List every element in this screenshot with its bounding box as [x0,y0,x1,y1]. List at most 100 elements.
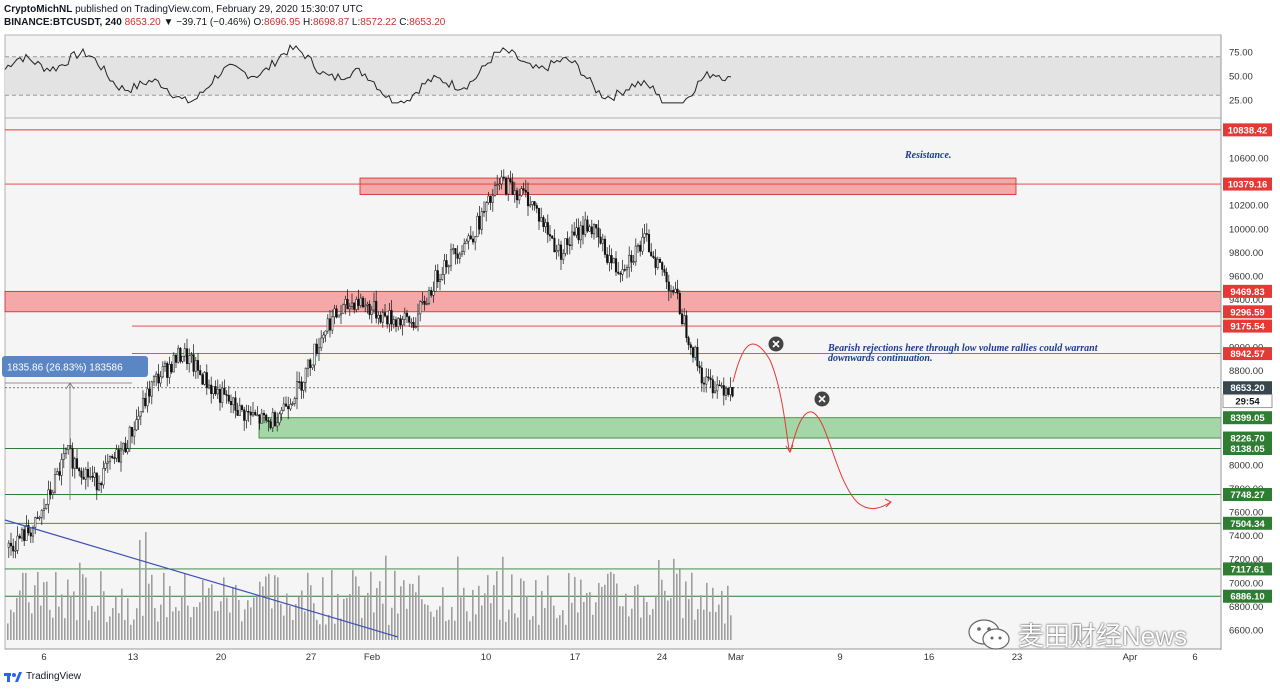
volume-bar [661,579,663,640]
volume-bar [682,618,684,640]
candle-body [687,337,690,345]
candle-body [570,231,574,246]
candle-body [152,376,156,383]
candle-body [672,290,675,293]
price-label-bg [1223,284,1272,298]
price-tick-label: 9400.00 [1229,295,1263,306]
candle-body [639,244,642,252]
candle-body [575,227,578,236]
candle-body [586,219,589,232]
price-label-bg [1223,431,1272,445]
candle-body [526,191,530,207]
candle-body [47,489,50,505]
price-tick-label: 7600.00 [1229,508,1263,519]
candle-body [500,176,503,185]
candle-body [625,267,629,271]
candle-body [25,525,28,541]
candle-body [317,347,321,354]
candle-body [386,315,389,325]
volume-bar [595,602,597,640]
price-tick-label: 10600.00 [1229,154,1269,165]
candle-body [58,471,61,476]
trend-line [4,519,399,638]
volume-bar [250,607,252,640]
candle-body [243,409,246,421]
candle-body [603,238,607,255]
volume-bar [718,604,720,640]
candle-body [465,240,468,245]
candle-body [511,181,514,195]
candle-body [425,303,428,305]
volume-bar [610,571,612,640]
time-tick-label: 17 [570,652,581,663]
volume-bar [358,586,360,640]
candle-body [177,347,180,363]
candle-body [540,217,543,222]
volume-bar [529,619,531,640]
volume-bar [430,611,432,640]
candle-body [42,508,46,511]
volume-bar [502,556,504,640]
measure-arrow-icon [65,382,75,390]
candle-body [392,319,395,325]
volume-bar [127,598,129,640]
volume-bar [613,573,615,640]
price-label-bg [1223,177,1272,191]
volume-bar [457,556,459,640]
price-tick-label: 6800.00 [1229,602,1263,613]
candle-body [588,226,591,232]
time-tick-label: 20 [216,652,227,663]
candle-body [562,253,565,260]
candle-body [606,254,609,263]
volume-bar [511,574,513,640]
price-label-bg [1223,589,1272,603]
volume-bar [391,607,393,640]
candle-body [113,457,116,459]
rsi-tick-label: 75.00 [1229,48,1253,59]
volume-bar [40,605,42,640]
volume-bar [421,599,423,640]
price-label-bg [1223,411,1272,425]
volume-bar [286,593,288,640]
candle-body [282,403,285,411]
candle-body [73,458,76,469]
volume-bar [352,570,354,640]
candle-body [60,459,63,476]
candle-body [62,453,65,460]
candle-body [31,527,35,537]
candle-body [544,222,547,227]
volume-bar [298,596,300,640]
candle-body [529,204,532,207]
candle-body [689,344,692,348]
forecast-arrowhead-icon [785,444,794,454]
volume-bar [355,576,357,640]
time-tick-label: 23 [1012,652,1023,663]
candle-body [399,318,402,326]
candle-body [610,255,613,264]
candle-body [364,304,367,308]
candle-body [584,219,587,235]
volume-bar [370,571,372,640]
candle-body [146,388,149,407]
rsi-line [4,44,732,104]
volume-bar [241,621,243,640]
candle-body [267,420,270,422]
volume-bar [550,596,552,640]
volume-bar [229,612,231,640]
author-name[interactable]: CryptoMichNL [4,4,73,15]
candle-body [478,215,481,230]
candle-body [533,201,536,206]
candle-body [711,379,714,394]
candle-body [531,201,534,205]
candle-body [372,300,376,311]
volume-bar [175,607,177,640]
candle-body [18,535,21,539]
candle-body [581,225,585,235]
candle-body [608,255,611,263]
candle-body [95,472,98,491]
rsi-tick-label: 25.00 [1229,96,1253,107]
price-label-bg [1223,347,1272,361]
bearish-annotation-line2: downwards continuation. [828,353,932,364]
price-label: 9469.83 [1230,287,1264,298]
